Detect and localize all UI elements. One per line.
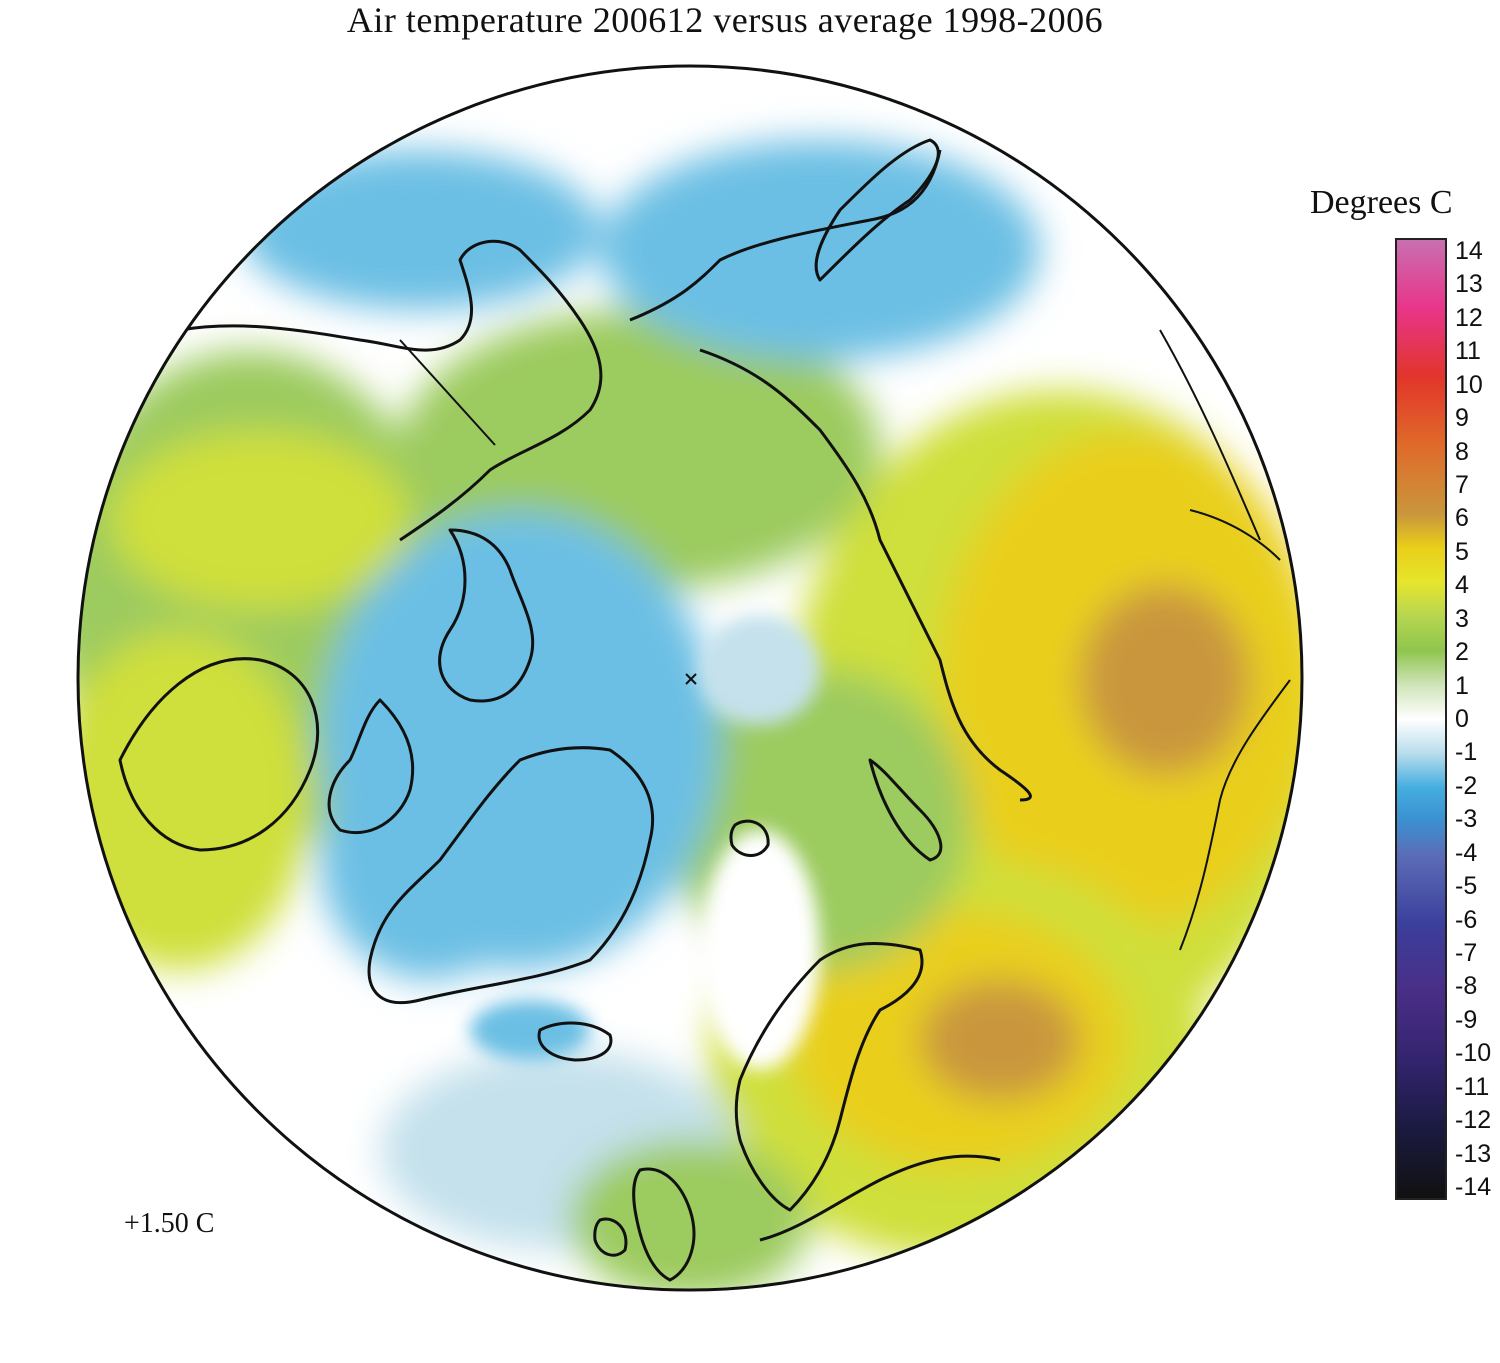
colorbar-tick-label: 10: [1455, 370, 1483, 399]
anomaly-iceland-blue: [470, 1000, 590, 1060]
colorbar-tick-label: -1: [1455, 738, 1478, 767]
coastline-iceland: [537, 1021, 613, 1062]
mean-anomaly-annotation: +1.50 C: [124, 1208, 215, 1239]
coastline-archipelago: [438, 528, 535, 703]
coastline-novaya-zemlya: [868, 758, 943, 862]
coastline-europe: [759, 1154, 1001, 1242]
colorbar-tick-label: 3: [1455, 604, 1469, 633]
colorbar-gradient: [1397, 240, 1445, 1198]
boundary-alaska-canada: [399, 339, 496, 446]
colorbar: [1395, 238, 1447, 1200]
anomaly-siberia-core: [1080, 585, 1250, 775]
anomaly-canada-yellow: [110, 430, 410, 610]
colorbar-tick-label: 1: [1455, 671, 1469, 700]
colorbar-tick-label: 11: [1455, 337, 1481, 366]
colorbar-tick-label: 4: [1455, 571, 1469, 600]
colorbar-tick-label: -14: [1455, 1173, 1492, 1201]
colorbar-tick-label: 6: [1455, 504, 1469, 533]
coastline-britain: [632, 1167, 696, 1282]
colorbar-tick-label: 0: [1455, 705, 1469, 733]
boundary-russia-south: [1179, 679, 1291, 951]
colorbar-tick-label: 9: [1455, 404, 1469, 433]
anomaly-norwegian-sea-neutral: [700, 830, 820, 1070]
anomaly-far-east-neutral: [1220, 220, 1302, 380]
colorbar-tick-label: -11: [1455, 1072, 1490, 1101]
legend-title: Degrees C: [1310, 184, 1453, 221]
colorbar-tick-label: 7: [1455, 471, 1469, 499]
coastline-greenland: [367, 746, 655, 1005]
colorbar-tick-label: 8: [1455, 437, 1469, 466]
colorbar-tick-label: -6: [1455, 905, 1478, 934]
colorbar-tick-label: 12: [1455, 303, 1483, 332]
anomaly-bering-blue: [240, 150, 600, 310]
colorbar-tick-label: -5: [1455, 872, 1478, 901]
colorbar-tick-label: 13: [1455, 270, 1483, 299]
map-disc-outline: [76, 64, 1304, 1292]
coastline-scandinavia: [734, 942, 924, 1212]
coastline-hudson-bay: [118, 657, 320, 852]
coastline-alaska: [179, 239, 603, 542]
anomaly-europe-core: [920, 980, 1080, 1100]
coastline-baffin: [327, 698, 415, 835]
boundary-eurasia-east: [1159, 329, 1281, 561]
anomaly-labrador-blue: [320, 740, 540, 980]
coastline-siberia: [629, 149, 1032, 802]
colorbar-tick-label: 2: [1455, 638, 1469, 667]
north-pole-marker: [685, 673, 697, 685]
anomaly-pole-pale-blue: [700, 615, 820, 725]
coastline-ireland: [593, 1217, 628, 1257]
colorbar-tick-label: -8: [1455, 972, 1478, 1001]
colorbar-tick-label: 5: [1455, 537, 1469, 566]
colorbar-tick-label: -12: [1455, 1106, 1492, 1135]
colorbar-tick-label: -3: [1455, 805, 1478, 834]
colorbar-fill: [1397, 240, 1445, 1198]
colorbar-tick-label: -13: [1455, 1139, 1492, 1168]
colorbar-tick-label: -7: [1455, 939, 1478, 967]
colorbar-tick-label: 14: [1455, 237, 1483, 265]
map-title: Air temperature 200612 versus average 19…: [346, 0, 1104, 40]
colorbar-tick-labels: 14 13 12 11 10 9 8 7 6 5 4 3 2 1 0 -1 -2 -3 -4 -5 -6 -7 -8 -9 -1…: [1455, 0, 1500, 1363]
coastline-kamchatka: [814, 138, 940, 282]
colorbar-tick-label: -4: [1455, 838, 1478, 867]
colorbar-tick-label: -10: [1455, 1039, 1492, 1068]
coastlines: [118, 138, 1291, 1282]
anomaly-uk-green: [570, 1140, 810, 1290]
colorbar-tick-label: -9: [1455, 1005, 1478, 1034]
colorbar-tick-label: -2: [1455, 771, 1478, 800]
coastline-svalbard: [729, 819, 770, 857]
